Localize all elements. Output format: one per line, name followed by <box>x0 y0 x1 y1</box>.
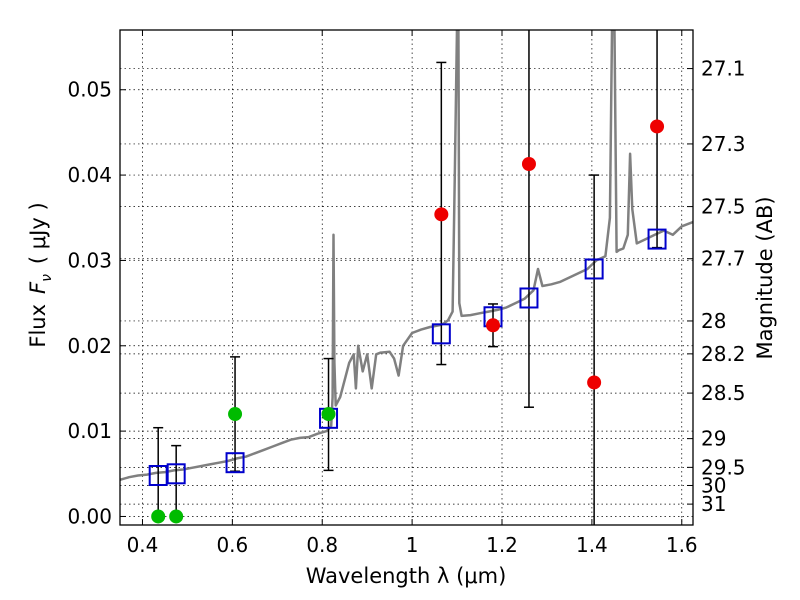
observed-point <box>521 156 536 171</box>
model-square-point <box>225 452 245 474</box>
mag-tick-label: 27.5 <box>701 195 746 219</box>
y-axis-label: Flux Fν ( μJy ) <box>26 202 55 347</box>
x-tick-label: 0.4 <box>127 533 159 557</box>
x-tick-label: 0.6 <box>216 533 248 557</box>
y-axis-label-prefix: Flux <box>26 304 50 348</box>
y-axis-ticks: 0.00 0.01 0.02 0.03 0.04 0.05 <box>67 78 126 528</box>
mag-tick-label: 27.7 <box>701 247 746 271</box>
observed-point <box>486 318 501 333</box>
mag-tick-label: 28.5 <box>701 381 746 405</box>
y-tick-label: 0.05 <box>67 78 112 102</box>
y-axis-label-unit: ( μJy ) <box>26 202 50 264</box>
y-tick-label: 0.02 <box>67 334 112 358</box>
y-tick-label: 0.03 <box>67 248 112 272</box>
observed-photometry-points <box>151 119 665 524</box>
model-square-point <box>431 323 451 345</box>
mag-tick-label: 27.3 <box>701 132 746 156</box>
mag-tick-label: 28.2 <box>701 342 746 366</box>
mag-tick-label: 29 <box>701 427 726 451</box>
x-tick-label: 1.6 <box>666 533 698 557</box>
y-tick-label: 0.01 <box>67 419 112 443</box>
mag-tick-label: 29.5 <box>701 455 746 479</box>
observed-point <box>321 407 336 422</box>
x-tick-label: 1 <box>406 533 419 557</box>
model-spectrum-line <box>120 30 693 482</box>
y-axis-label-symbol: F <box>26 281 50 294</box>
model-square-point <box>584 258 604 280</box>
observed-point <box>169 509 184 524</box>
observed-point <box>434 207 449 222</box>
mag-tick-label: 28 <box>701 309 726 333</box>
magnitude-axis-label: Magnitude (AB) <box>753 196 777 359</box>
y-tick-label: 0.00 <box>67 504 112 528</box>
model-square-point <box>519 287 539 309</box>
model-spectrum-layer <box>120 30 693 482</box>
plot-frame <box>119 29 694 526</box>
mag-tick-label: 27.1 <box>701 57 746 81</box>
observed-point <box>151 509 166 524</box>
mag-tick-label: 30 <box>701 473 726 497</box>
plot-background <box>120 30 693 525</box>
observed-point <box>228 407 243 422</box>
y-axis-label-subscript: ν <box>39 274 55 282</box>
x-tick-label: 0.8 <box>306 533 338 557</box>
observed-point <box>650 119 665 134</box>
observed-point <box>587 375 602 390</box>
y-tick-label: 0.04 <box>67 163 112 187</box>
x-tick-label: 1.4 <box>576 533 608 557</box>
model-square-point <box>166 463 186 485</box>
x-axis-label: Wavelength λ (μm) <box>306 564 507 588</box>
x-axis-ticks: 0.4 0.6 0.8 1 1.2 1.4 1.6 <box>127 30 698 557</box>
model-square-point <box>647 228 667 250</box>
mag-tick-label: 31 <box>701 492 726 516</box>
x-tick-label: 1.2 <box>486 533 518 557</box>
